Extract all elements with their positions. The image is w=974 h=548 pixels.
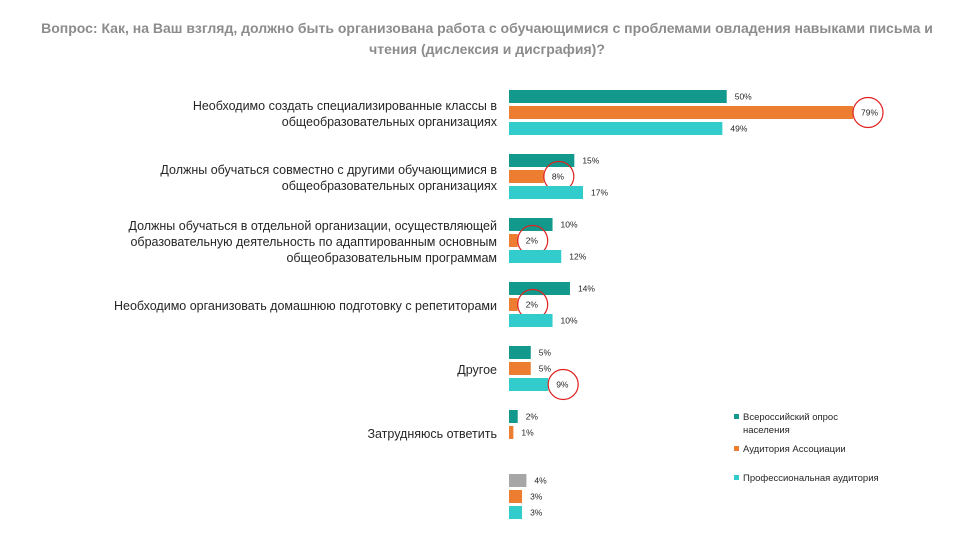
- category-label: общеобразовательным программам: [286, 251, 497, 265]
- bar: [509, 282, 570, 295]
- data-label: 17%: [591, 188, 608, 198]
- bar: [509, 218, 553, 231]
- category-label: Должны обучаться совместно с другими обу…: [160, 163, 497, 177]
- legend-marker: [734, 446, 739, 451]
- bar: [509, 90, 727, 103]
- data-label: 3%: [530, 508, 543, 518]
- bar: [509, 426, 514, 439]
- data-label: 14%: [578, 284, 595, 294]
- data-label: 2%: [526, 300, 539, 310]
- data-label: 8%: [552, 172, 565, 182]
- category-label: Необходимо создать специализированные кл…: [193, 99, 498, 113]
- data-label: 50%: [735, 92, 752, 102]
- bar: [509, 186, 584, 199]
- data-label: 1%: [521, 428, 534, 438]
- data-label: 4%: [534, 476, 547, 486]
- bar: [509, 378, 549, 391]
- data-label: 10%: [561, 220, 578, 230]
- data-label: 12%: [569, 252, 586, 262]
- bar: [509, 346, 531, 359]
- bar: [509, 106, 853, 119]
- bar: [509, 506, 523, 519]
- category-label: образовательную деятельность по адаптиро…: [130, 235, 497, 249]
- data-label: 79%: [861, 108, 878, 118]
- bar: [509, 170, 544, 183]
- bar: [509, 314, 553, 327]
- category-label: общеобразовательных организациях: [282, 179, 498, 193]
- data-label: 5%: [539, 364, 552, 374]
- bar: [509, 474, 527, 487]
- legend-marker: [734, 414, 739, 419]
- bar: [509, 362, 531, 375]
- data-label: 15%: [582, 156, 599, 166]
- category-label: Необходимо организовать домашнюю подгото…: [114, 299, 497, 313]
- category-label: Должны обучаться в отдельной организации…: [128, 219, 497, 233]
- data-label: 5%: [539, 348, 552, 358]
- category-label: Другое: [457, 363, 497, 377]
- highlight-circle: [547, 368, 579, 401]
- chart-title: Вопрос: Как, на Ваш взгляд, должно быть …: [41, 20, 933, 57]
- legend-marker: [734, 475, 739, 480]
- legend-entry: Аудитория Ассоциации: [743, 444, 846, 455]
- legend-entry: Профессиональная аудитория: [743, 473, 879, 484]
- data-label: 2%: [526, 412, 539, 422]
- bar: [509, 298, 518, 311]
- legend-entry: населения: [743, 425, 790, 436]
- data-label: 10%: [561, 316, 578, 326]
- data-label: 9%: [556, 380, 569, 390]
- bar: [509, 410, 518, 423]
- bar: [509, 250, 562, 263]
- bar: [509, 490, 523, 503]
- bar: [509, 154, 575, 167]
- bar: [509, 122, 723, 135]
- highlight-circle: [852, 96, 884, 129]
- data-label: 49%: [730, 124, 747, 134]
- legend-entry: Всероссийский опрос: [743, 412, 838, 423]
- data-label: 2%: [526, 236, 539, 246]
- category-label: общеобразовательных организациях: [282, 115, 498, 129]
- bar: [509, 234, 518, 247]
- data-label: 3%: [530, 492, 543, 502]
- category-label: Затрудняюсь ответить: [367, 427, 497, 441]
